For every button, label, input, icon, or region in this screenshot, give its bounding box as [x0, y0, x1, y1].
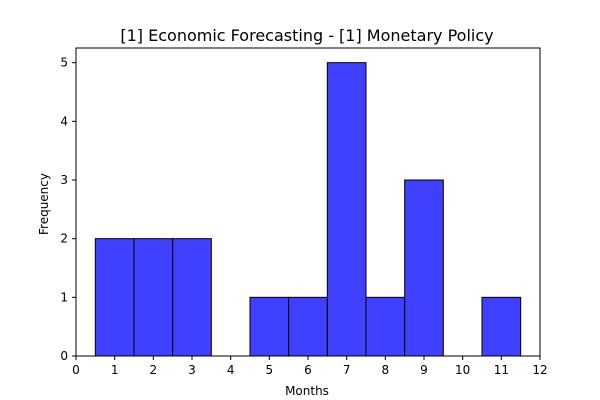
histogram-bar	[404, 179, 444, 357]
x-tick-label: 2	[150, 363, 158, 377]
plot-frame	[75, 47, 541, 357]
x-axis-label: Months	[285, 384, 329, 398]
x-tick-label: 0	[72, 363, 80, 377]
x-tick-label: 4	[227, 363, 235, 377]
chart-title: [1] Economic Forecasting - [1] Monetary …	[120, 26, 493, 45]
histogram-bar	[133, 238, 174, 357]
y-tick-label: 5	[60, 56, 68, 70]
histogram-bar	[326, 62, 367, 357]
x-tick-label: 7	[343, 363, 351, 377]
x-tick-label: 3	[188, 363, 196, 377]
y-axis-label: Frequency	[37, 173, 51, 235]
histogram-bar	[481, 296, 522, 357]
y-tick-label: 4	[60, 114, 68, 128]
x-tick-label: 12	[532, 363, 547, 377]
x-axis-ticks: 0 1 2 3 4 5 6 7 8 9 10 11 12	[72, 356, 548, 377]
y-tick-label: 0	[60, 349, 68, 363]
y-tick-label: 3	[60, 173, 68, 187]
histogram-bar	[172, 238, 212, 357]
x-tick-label: 5	[266, 363, 274, 377]
histogram-bar	[249, 296, 290, 357]
y-tick-label: 2	[60, 232, 68, 246]
histogram-bar	[288, 296, 328, 357]
x-tick-label: 10	[455, 363, 470, 377]
x-tick-label: 6	[304, 363, 312, 377]
y-tick-label: 1	[60, 290, 68, 304]
x-tick-label: 8	[382, 363, 390, 377]
histogram-bar	[365, 296, 406, 357]
x-tick-label: 11	[494, 363, 509, 377]
bars-group	[94, 62, 522, 357]
x-tick-label: 9	[420, 363, 428, 377]
histogram-bar	[94, 238, 135, 357]
x-tick-label: 1	[111, 363, 119, 377]
y-axis-ticks: 0 1 2 3 4 5	[60, 56, 76, 363]
